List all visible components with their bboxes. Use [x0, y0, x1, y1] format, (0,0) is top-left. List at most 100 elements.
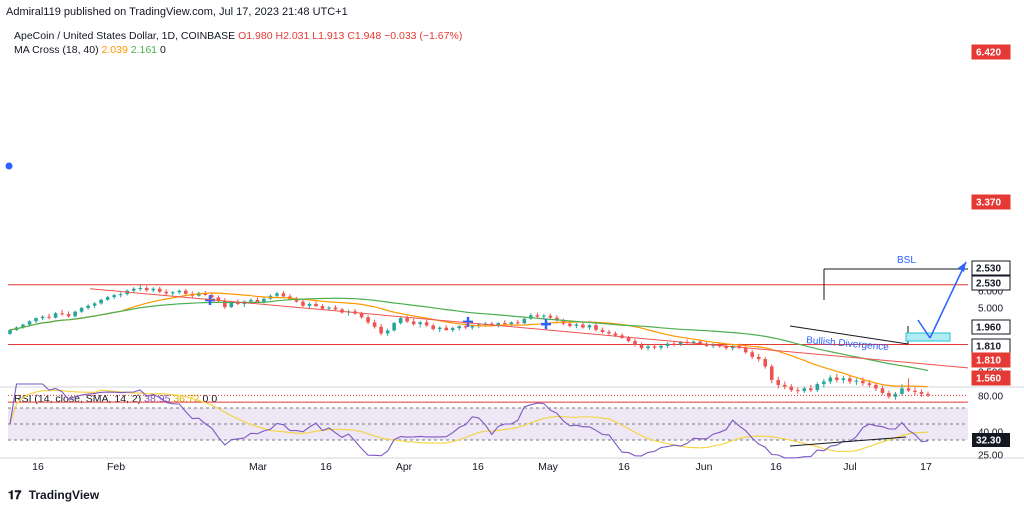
rsi-value-tag-label: 32.30	[976, 436, 1001, 447]
tradingview-logo: 𝟏𝟕 TradingView	[8, 488, 99, 503]
ma-slow-line	[9, 297, 929, 372]
candle-body	[210, 294, 214, 298]
rsi-extra-2: 0	[211, 393, 218, 405]
candle-body	[203, 292, 208, 295]
ma-fast-value: 2.039	[101, 44, 128, 56]
candle-body	[691, 341, 696, 344]
ma-cross-marker	[541, 319, 551, 330]
candle-body	[795, 390, 800, 392]
time-axis-tick: 17	[920, 461, 932, 473]
candle-body	[893, 393, 898, 397]
projection-arrow-head	[958, 262, 966, 272]
candle-body	[906, 388, 911, 391]
candle-body	[21, 324, 25, 328]
time-axis-tick: 16	[770, 461, 782, 473]
candle-body	[236, 302, 240, 304]
price-tag	[971, 275, 1011, 291]
symbol-legend: ApeCoin / United States Dollar, 1D, COIN…	[14, 30, 462, 42]
candle-body	[900, 388, 904, 394]
candle-body	[489, 323, 494, 326]
candle-body	[594, 325, 598, 330]
candle-body	[405, 318, 409, 322]
demand-zone	[905, 332, 951, 342]
rsi-sma-line	[9, 389, 929, 453]
candle-body	[613, 333, 618, 336]
candle-body	[802, 388, 807, 392]
candle-body	[79, 307, 84, 312]
close-value: C1.948	[347, 30, 382, 42]
tradingview-icon: 𝟏𝟕	[8, 488, 22, 502]
bsl-label: BSL	[897, 255, 916, 266]
candle-body	[789, 386, 794, 391]
rsi-divergence-line	[789, 436, 907, 447]
candle-body	[275, 293, 279, 296]
time-axis-tick: May	[538, 461, 559, 473]
candle-body	[392, 323, 396, 331]
candle-body	[40, 316, 45, 319]
change-value: −0.033 (−1.67%)	[384, 30, 463, 42]
candle-body	[457, 326, 462, 329]
ma-legend[interactable]: MA Cross (18, 40) 2.039 2.161 0	[14, 44, 166, 56]
divergence-label: Bullish Divergence	[806, 335, 890, 353]
time-axis-tick: 16	[32, 461, 44, 473]
price-tag	[971, 44, 1011, 60]
candle-body	[926, 393, 930, 396]
candle-body	[418, 322, 422, 325]
candle-body	[34, 318, 38, 322]
candle-body	[828, 377, 833, 382]
rsi-line	[9, 383, 929, 459]
candle-body	[431, 325, 435, 330]
candle-body	[815, 384, 820, 391]
ma-cross-marker	[463, 316, 473, 327]
candle-body	[496, 323, 501, 326]
candle-body	[118, 294, 123, 296]
candle-body	[327, 307, 331, 309]
candle-body	[919, 391, 924, 394]
ma-cross-marker	[5, 162, 13, 170]
candle-body	[835, 377, 839, 380]
rsi-extra-1: 0	[202, 393, 209, 405]
price-axis-tick: 5.000	[978, 303, 1003, 314]
candle-body	[600, 329, 605, 332]
candle-body	[509, 322, 514, 325]
candle-body	[131, 288, 136, 291]
candle-body	[229, 302, 234, 308]
candle-body	[809, 388, 813, 391]
price-tag-label: 1.810	[976, 356, 1001, 367]
candle-body	[411, 321, 416, 325]
candle-body	[294, 299, 299, 302]
projection-arrow-line	[929, 261, 967, 339]
time-axis-tick: Jul	[843, 461, 856, 473]
candle-body	[535, 315, 540, 317]
candle-body	[841, 378, 846, 380]
candle-body	[763, 359, 768, 367]
candle-body	[450, 328, 455, 331]
candle-body	[782, 384, 787, 387]
candle-body	[320, 306, 325, 309]
candle-body	[53, 313, 58, 318]
candle-body	[587, 325, 592, 328]
candle-body	[183, 290, 188, 294]
candle-body	[581, 324, 585, 328]
candle-body	[379, 326, 383, 334]
ma-extra-value: 0	[159, 44, 166, 56]
price-axis-tick: 6.000	[978, 287, 1003, 298]
candle-body	[112, 295, 116, 298]
candle-body	[503, 323, 507, 325]
time-axis-tick: Mar	[249, 461, 268, 473]
candle-body	[216, 297, 221, 301]
candle-body	[249, 299, 253, 302]
candle-body	[177, 290, 182, 293]
candle-body	[626, 337, 631, 342]
open-value: O1.980	[238, 30, 273, 42]
price-tag-label: 1.810	[976, 342, 1001, 353]
candle-body	[542, 315, 546, 317]
ma-label: MA Cross (18, 40)	[14, 44, 99, 56]
candle-body	[470, 325, 475, 328]
price-tag	[971, 370, 1011, 386]
candle-body	[678, 342, 683, 345]
low-value: L1.913	[312, 30, 345, 42]
candle-body	[86, 305, 90, 308]
candle-body	[424, 322, 429, 326]
